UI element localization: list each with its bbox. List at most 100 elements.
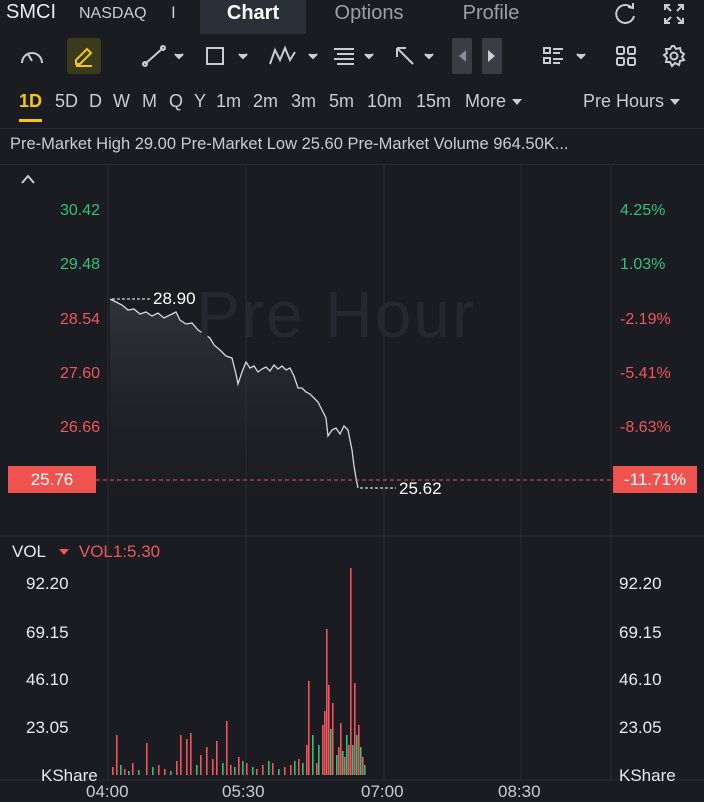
volume-bar	[256, 769, 258, 775]
price-axis-label: 28.54	[59, 311, 100, 328]
volume-axis-label: 23.05	[26, 718, 69, 737]
volume-bar	[330, 729, 332, 775]
layout-grid-icon[interactable]	[612, 38, 640, 74]
volume-bar	[360, 747, 362, 775]
period-2m[interactable]: 2m	[253, 91, 279, 111]
period-selector: 1D 5D D W M Q Y 1m 2m 3m 5m 10m 15m More…	[0, 84, 704, 124]
chevron-up-icon[interactable]	[20, 172, 36, 190]
period-d[interactable]: D	[89, 91, 102, 111]
volume-bar	[262, 765, 264, 775]
chart-canvas[interactable]	[0, 160, 704, 800]
drawing-toolbar	[0, 38, 704, 76]
price-axis-label: 29.48	[59, 256, 100, 273]
volume-axis-label: 69.15	[619, 623, 662, 642]
volume-bar	[348, 745, 350, 775]
more-periods-button[interactable]: More	[465, 84, 523, 118]
volume-bar	[128, 771, 130, 775]
period-1m[interactable]: 1m	[216, 91, 242, 111]
change-axis-label: -5.41%	[620, 365, 671, 382]
chevron-down-icon	[512, 99, 523, 105]
volume-bar	[268, 761, 270, 775]
time-axis-label: 05:30	[222, 782, 265, 801]
volume-bar	[344, 757, 346, 775]
draw-pen-icon[interactable]	[67, 38, 101, 74]
current-price-tag: 25.76	[8, 466, 96, 493]
volume-bar	[358, 725, 360, 775]
volume-indicator-label: VOL	[12, 542, 46, 561]
change-axis-label: -2.19%	[620, 311, 671, 328]
rectangle-icon[interactable]	[202, 38, 250, 74]
volume-bar	[234, 767, 236, 775]
price-line	[109, 298, 359, 489]
volume-bar	[272, 763, 274, 775]
volume-bar	[294, 761, 296, 775]
separator-mark: I	[171, 3, 176, 22]
tab-options[interactable]: Options	[334, 2, 404, 24]
period-15m[interactable]: 15m	[416, 91, 452, 111]
volume-bar	[350, 568, 352, 775]
pattern-icon[interactable]	[266, 38, 322, 74]
volume-bar	[120, 765, 122, 775]
step-back-icon[interactable]	[452, 38, 472, 74]
period-5m[interactable]: 5m	[329, 91, 355, 111]
volume-bar	[112, 767, 114, 775]
settings-gear-icon[interactable]	[660, 38, 688, 74]
tab-chart[interactable]: Chart	[200, 0, 306, 34]
text-note-icon[interactable]	[330, 38, 378, 74]
session-low-annotation: 25.62	[399, 479, 442, 498]
period-3m[interactable]: 3m	[291, 91, 317, 111]
volume-axis-label: 92.20	[619, 574, 662, 593]
volume-bar	[164, 769, 166, 775]
volume-bar	[116, 735, 118, 775]
volume-bar	[306, 745, 308, 775]
refresh-icon[interactable]	[612, 2, 638, 31]
volume-bar	[326, 629, 328, 775]
arrow-icon[interactable]	[392, 38, 440, 74]
speedometer-icon[interactable]	[16, 38, 48, 74]
volume-value: VOL1:5.30	[78, 542, 161, 561]
divider	[0, 128, 704, 129]
period-m[interactable]: M	[142, 91, 157, 111]
volume-bar	[216, 741, 218, 775]
period-w[interactable]: W	[113, 91, 130, 111]
volume-bar	[222, 763, 224, 775]
volume-bar	[338, 747, 340, 775]
volume-bar	[190, 733, 192, 775]
volume-bar	[352, 745, 354, 775]
volume-bar	[176, 761, 178, 775]
volume-bar	[170, 771, 172, 775]
volume-bar	[132, 763, 134, 775]
volume-axis-label: 23.05	[619, 718, 662, 737]
price-axis-label: 27.60	[59, 365, 100, 382]
volume-bar	[332, 703, 334, 775]
volume-indicator-header[interactable]: VOL VOL1:5.30	[12, 542, 160, 562]
fullscreen-icon[interactable]	[662, 2, 686, 31]
volume-bar	[206, 747, 208, 775]
volume-bar	[356, 735, 358, 775]
tab-profile[interactable]: Profile	[462, 2, 520, 24]
change-axis-label: 1.03%	[620, 256, 666, 273]
period-5d[interactable]: 5D	[55, 91, 79, 111]
session-label: Pre Hours	[583, 91, 665, 111]
volume-bar	[230, 765, 232, 775]
step-forward-icon[interactable]	[482, 38, 502, 74]
divider	[0, 164, 704, 165]
volume-bars	[112, 568, 366, 775]
time-axis-label: 08:30	[498, 782, 541, 801]
volume-bar	[362, 757, 364, 775]
session-selector[interactable]: Pre Hours	[583, 84, 681, 118]
volume-bar	[242, 761, 244, 775]
price-area-fill	[110, 299, 358, 536]
price-axis-label: 30.42	[59, 202, 100, 219]
period-1d[interactable]: 1D	[19, 84, 43, 122]
period-y[interactable]: Y	[194, 91, 207, 111]
period-10m[interactable]: 10m	[367, 91, 403, 111]
indicator-list-icon[interactable]	[540, 38, 590, 74]
trend-line-icon[interactable]	[140, 38, 186, 74]
volume-bar	[138, 770, 140, 775]
volume-bar	[152, 767, 154, 775]
volume-bar	[246, 763, 248, 775]
period-q[interactable]: Q	[169, 91, 184, 111]
volume-unit-label: KShare	[619, 766, 676, 785]
volume-axis-label: 69.15	[26, 623, 69, 642]
